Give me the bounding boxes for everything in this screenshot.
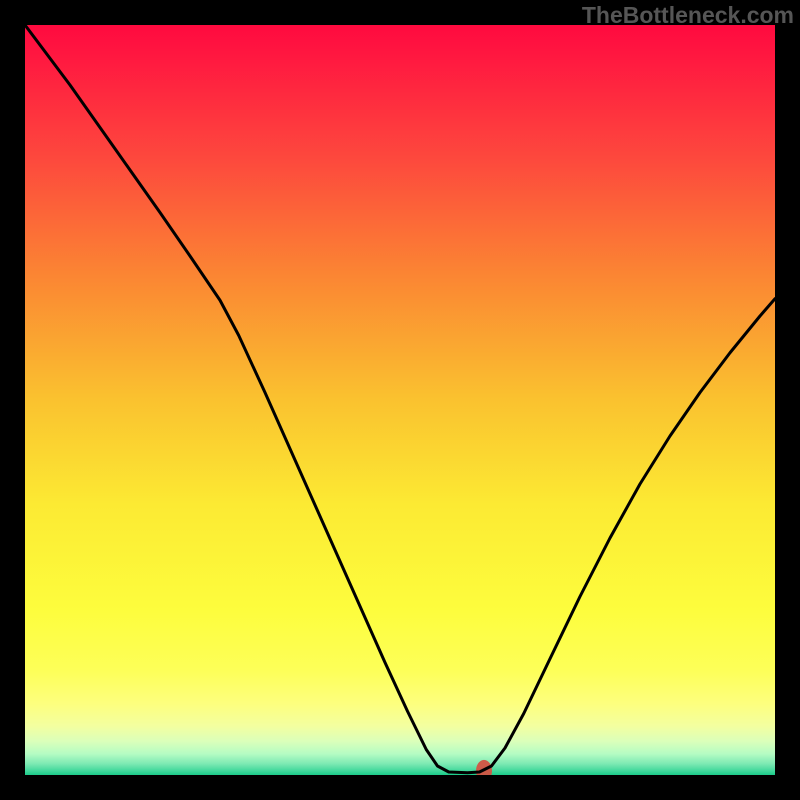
gradient-bg — [25, 25, 775, 775]
watermark-text: TheBottleneck.com — [582, 2, 794, 29]
chart-svg — [25, 25, 775, 775]
plot-area — [25, 25, 775, 775]
